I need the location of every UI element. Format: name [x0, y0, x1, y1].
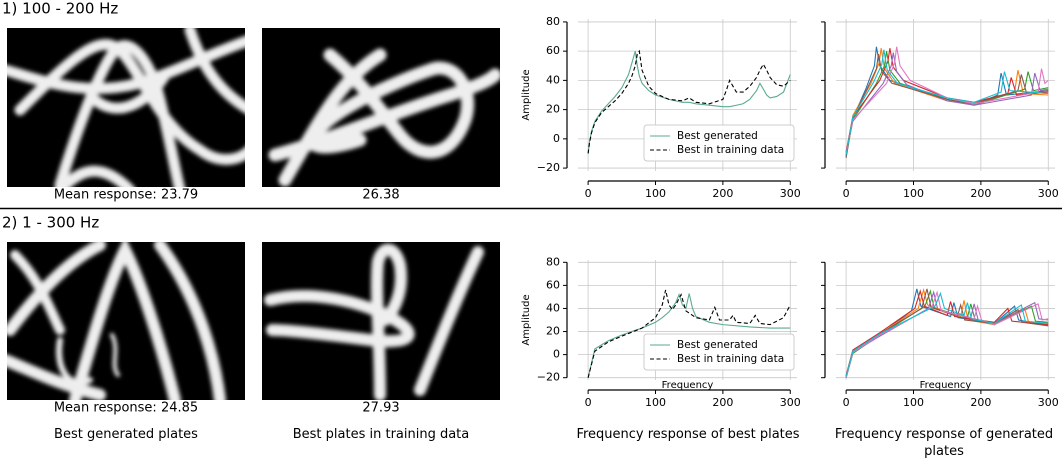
plate-image: [262, 28, 500, 187]
plate-image: [262, 242, 500, 400]
column-caption: Frequency response of best plates: [576, 427, 800, 442]
x-tick-label: 100: [645, 187, 666, 200]
series-line: [845, 52, 1049, 154]
legend-label: Best in training data: [677, 144, 784, 156]
x-tick-label: 200: [712, 187, 733, 200]
x-tick-label: 300: [1038, 396, 1059, 409]
x-tick-label: 100: [645, 396, 666, 409]
series-line: [845, 49, 1049, 156]
x-tick-label: 0: [843, 396, 850, 409]
legend: [643, 333, 795, 371]
x-tick-label: 200: [970, 396, 991, 409]
legend-label: Best generated: [677, 130, 758, 142]
x-tick-label: 0: [585, 187, 592, 200]
x-tick-label: 300: [780, 187, 801, 200]
x-axis-label: Frequency: [920, 380, 972, 391]
row-label: 1) 100 - 200 Hz: [2, 0, 118, 18]
column-caption: Best plates in training data: [292, 427, 470, 442]
plate-caption: 26.38: [362, 188, 399, 203]
plate-caption: 27.93: [362, 401, 399, 416]
series-line: [587, 49, 791, 154]
series-line: [845, 287, 1049, 377]
column-caption: Frequency response of generated plates: [834, 427, 1054, 459]
y-tick-label: 20: [546, 103, 560, 116]
x-tick-label: 200: [712, 396, 733, 409]
y-tick-label: 40: [546, 301, 560, 314]
plate-caption: Mean response: 24.85: [54, 401, 198, 416]
x-tick-label: 0: [843, 187, 850, 200]
y-tick-label: −20: [537, 371, 560, 384]
y-axis-label: Amplitude: [521, 69, 532, 120]
y-tick-label: 40: [546, 73, 560, 86]
y-tick-label: 60: [546, 278, 560, 291]
y-tick-label: 0: [553, 132, 560, 145]
plate-image: [7, 242, 245, 400]
y-tick-label: 20: [546, 325, 560, 338]
y-tick-label: 0: [553, 348, 560, 361]
series-line: [587, 50, 791, 154]
x-tick-label: 100: [903, 396, 924, 409]
y-axis-label: Amplitude: [521, 294, 532, 345]
series-line: [845, 46, 1049, 157]
y-tick-label: 60: [546, 44, 560, 57]
legend: [643, 124, 795, 162]
series-line: [845, 51, 1049, 156]
legend-label: Best in training data: [677, 353, 784, 365]
y-tick-label: 80: [546, 15, 560, 28]
series-line: [845, 48, 1049, 154]
legend-label: Best generated: [677, 339, 758, 351]
x-tick-label: 300: [780, 396, 801, 409]
x-tick-label: 300: [1038, 187, 1059, 200]
y-tick-label: −20: [537, 161, 560, 174]
series-line: [845, 46, 1049, 154]
plate-image: [7, 28, 245, 187]
x-tick-label: 100: [903, 187, 924, 200]
series-line: [845, 288, 1049, 378]
series-line: [845, 53, 1049, 158]
y-tick-label: 80: [546, 255, 560, 268]
plate-caption: Mean response: 23.79: [54, 188, 198, 203]
row-label: 2) 1 - 300 Hz: [2, 214, 99, 232]
series-line: [587, 289, 791, 378]
column-caption: Best generated plates: [54, 427, 198, 442]
series-line: [845, 291, 1049, 377]
series-line: [845, 288, 1049, 377]
x-tick-label: 200: [970, 187, 991, 200]
series-line: [845, 48, 1049, 153]
x-axis-label: Frequency: [662, 380, 714, 391]
x-tick-label: 0: [585, 396, 592, 409]
series-line: [845, 289, 1049, 376]
series-line: [587, 293, 791, 378]
